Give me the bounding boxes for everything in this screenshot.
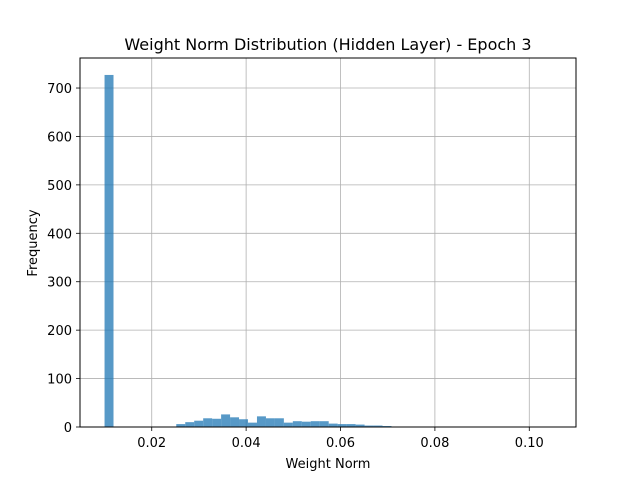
chart-title: Weight Norm Distribution (Hidden Layer) … <box>124 35 531 54</box>
histogram-bar <box>248 422 257 427</box>
histogram-bar <box>364 425 374 427</box>
ticks: 0.02 0.04 0.06 0.08 0.10 0 100 200 300 400 500 600 7… <box>47 82 544 451</box>
x-axis-label: Weight Norm <box>286 457 371 472</box>
y-axis-label: Frequency <box>26 209 41 276</box>
histogram-bar <box>274 418 284 427</box>
histogram-bar <box>203 418 213 427</box>
histogram-bar <box>301 421 311 427</box>
y-tick-label: 300 <box>47 276 72 291</box>
histogram-bar <box>283 422 293 427</box>
plot-frame <box>79 57 577 428</box>
histogram-bar <box>319 421 329 427</box>
histogram-bar <box>328 423 338 427</box>
x-tick-label: 0.04 <box>232 436 261 451</box>
x-tick-label: 0.10 <box>515 436 544 451</box>
y-tick-label: 500 <box>47 179 72 194</box>
histogram-bar <box>355 424 365 427</box>
x-tick-label: 0.08 <box>420 436 449 451</box>
x-tick-label: 0.02 <box>137 436 166 451</box>
histogram-bar <box>256 416 266 427</box>
histogram-bar <box>265 418 275 427</box>
histogram-bar <box>230 417 240 427</box>
histogram-bar <box>194 420 204 427</box>
histogram-bar <box>346 424 356 427</box>
y-tick-label: 0 <box>64 421 72 436</box>
histogram-bar <box>221 414 231 427</box>
y-tick-label: 100 <box>47 373 72 388</box>
y-tick-label: 700 <box>47 82 72 97</box>
histogram-bar <box>185 422 195 427</box>
y-tick-label: 600 <box>47 130 72 145</box>
histogram-bar <box>212 418 222 427</box>
histogram-bar <box>337 424 347 427</box>
histogram-bar <box>310 421 320 427</box>
histogram-bar <box>104 74 114 427</box>
histogram-bar <box>292 421 302 427</box>
bars <box>104 74 392 427</box>
histogram-bar <box>239 419 249 427</box>
histogram-bar <box>176 424 186 427</box>
x-tick-label: 0.06 <box>326 436 355 451</box>
y-tick-label: 200 <box>47 324 72 339</box>
y-tick-label: 400 <box>47 227 72 242</box>
histogram-bar <box>373 425 383 427</box>
